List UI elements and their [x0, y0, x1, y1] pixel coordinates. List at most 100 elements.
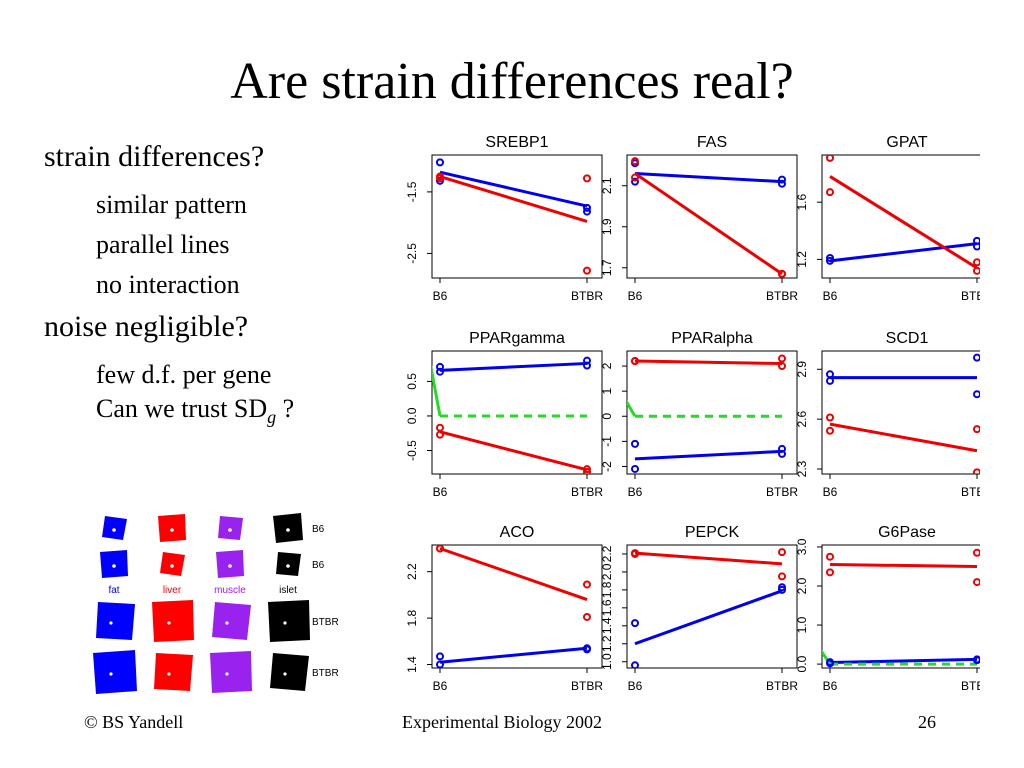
data-point-blue: [778, 175, 786, 184]
y-tick-label: 2.9: [795, 361, 809, 378]
data-point-red: [583, 467, 591, 474]
data-point-red: [826, 188, 834, 197]
tissue-column-label: islet: [279, 585, 297, 596]
plot-frame: [626, 544, 798, 669]
tissue-tile-dot: [228, 528, 232, 532]
y-tick-label: 1.8: [405, 609, 419, 626]
y-tick-label: 2.2: [600, 545, 614, 562]
tissue-tile-fat: [96, 602, 135, 640]
data-point-blue: [826, 253, 834, 262]
data-point-red: [826, 155, 834, 162]
tissue-row-label: BTBR: [312, 668, 339, 679]
x-tick-label: B6: [628, 485, 643, 499]
data-point-blue: [778, 583, 786, 592]
data-point-red: [778, 354, 786, 363]
data-point-blue: [826, 659, 834, 668]
tissue-tile-dot: [225, 621, 229, 625]
tissue-tile-dot: [170, 564, 174, 568]
tissue-tile-muscle: [212, 602, 251, 640]
plot-frame: [626, 154, 798, 279]
gene-panel: G6Pase 3.0 2.0 1.0 0.0 B6 BTBR: [795, 524, 980, 693]
x-tick-label: B6: [823, 679, 838, 693]
tissue-tile-dot: [112, 564, 116, 568]
gene-panel: ACO 2.2 1.8 1.4 B6 BTBR: [405, 524, 603, 693]
y-tick-label: 2.6: [795, 410, 809, 427]
y-tick-label: 1.9: [600, 218, 614, 235]
data-point-blue: [778, 449, 786, 458]
data-point-red: [973, 425, 980, 434]
series-line-red: [439, 547, 588, 601]
series-line-blue: [829, 657, 978, 665]
tissue-tile-dot: [225, 672, 229, 676]
tissue-tile-islet: [268, 600, 310, 642]
data-point-blue: [631, 619, 639, 628]
data-point-red: [826, 552, 834, 561]
bullet-item: strain differences?: [44, 140, 265, 173]
tissue-tile-fat: [100, 550, 128, 578]
tissue-column-label: muscle: [214, 585, 246, 596]
bullet-trust-sd-suffix: ?: [276, 394, 295, 423]
data-point-red: [973, 468, 980, 474]
tissue-tile-dot: [167, 672, 171, 676]
bullet-trust-sd-subscript: g: [267, 407, 277, 428]
x-tick-label: BTBR: [571, 485, 603, 499]
data-point-red: [778, 548, 786, 557]
series-line-blue: [439, 646, 588, 664]
series-line-green-solid: [432, 364, 442, 417]
y-tick-label: 1.0: [600, 653, 614, 670]
tissue-color-grid: B6 B6 BTBR BTBR fat liver muscle islet: [93, 513, 339, 694]
x-tick-label: B6: [628, 289, 643, 303]
y-tick-label: 0: [600, 413, 614, 420]
x-tick-label: B6: [823, 289, 838, 303]
data-point-red: [973, 578, 980, 587]
data-point-red: [778, 362, 786, 371]
y-tick-label: 1.2: [600, 635, 614, 652]
data-point-blue: [436, 652, 444, 661]
tissue-tile-dot: [112, 528, 116, 532]
tissue-tile-dot: [286, 564, 290, 568]
data-point-red: [973, 266, 980, 275]
y-tick-label: 2.0: [795, 577, 809, 594]
data-point-red: [436, 430, 444, 439]
x-tick-label: BTBR: [571, 679, 603, 693]
footer-copyright: © BS Yandell: [84, 712, 184, 732]
data-point-red: [631, 549, 639, 558]
x-tick-label: BTBR: [571, 289, 603, 303]
plot-frame: [431, 350, 603, 475]
panel-title: PPARgamma: [469, 330, 565, 347]
series-line-green-solid: [627, 399, 637, 418]
bullet-item: no interaction: [96, 270, 240, 299]
y-tick-label: 1.0: [795, 616, 809, 633]
y-tick-label: -2: [600, 461, 614, 472]
tissue-tile-liver: [158, 514, 186, 542]
x-tick-label: B6: [433, 485, 448, 499]
tissue-tile-muscle: [216, 550, 244, 578]
y-tick-label: -1: [600, 436, 614, 447]
x-tick-label: BTBR: [766, 289, 798, 303]
gene-panel: PPARgamma 0.5 0.0 -0.5 B6 BTBR: [405, 330, 603, 499]
bullet-item: parallel lines: [96, 230, 230, 259]
data-point-blue: [436, 362, 444, 371]
data-point-red: [583, 612, 591, 621]
gene-panel: PEPCK 2.22.01.81.61.41.21.0 B6 BTBR: [600, 524, 798, 693]
tissue-tile-liver: [154, 653, 193, 691]
tissue-column-label: fat: [108, 585, 119, 596]
gene-panel: FAS 2.1 1.9 1.7 B6 BTBR: [600, 134, 798, 303]
data-point-red: [631, 157, 639, 166]
y-tick-label: 1: [600, 388, 614, 395]
data-point-red: [583, 266, 591, 275]
data-point-blue: [826, 370, 834, 379]
x-tick-label: BTBR: [961, 289, 980, 303]
bullet-trust-sd: Can we trust SDg ?: [96, 394, 294, 428]
tissue-tile-dot: [109, 672, 113, 676]
tissue-tile-dot: [283, 672, 287, 676]
tissue-tile-islet: [273, 513, 303, 543]
tissue-tile-muscle: [218, 516, 243, 540]
panel-title: SCD1: [886, 330, 929, 347]
data-point-red: [826, 413, 834, 422]
series-line-red: [634, 359, 783, 366]
panel-title: FAS: [697, 134, 727, 151]
panel-title: SREBP1: [485, 134, 548, 151]
gene-panel: SREBP1 -1.5 -2.5 B6 BTBR: [405, 134, 603, 303]
x-tick-label: B6: [433, 679, 448, 693]
